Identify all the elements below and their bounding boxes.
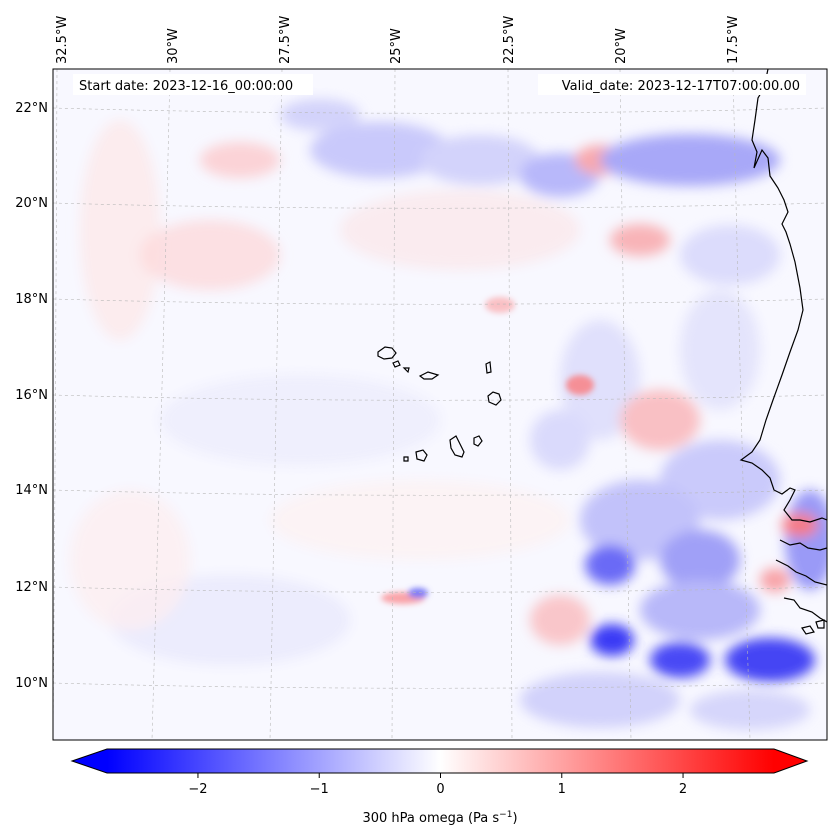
omega-field bbox=[53, 69, 827, 740]
island-bijagos bbox=[801, 625, 815, 635]
latitude-labels: 22°N 20°N 18°N 16°N 14°N 12°N 10°N bbox=[15, 101, 48, 691]
start-date-label: Start date: 2023-12-16_00:00:00 bbox=[79, 79, 293, 94]
lat-label: 20°N bbox=[15, 196, 48, 211]
lon-label: 22.5°W bbox=[502, 16, 517, 64]
island-maio bbox=[473, 435, 483, 447]
annotation-banner: Start date: 2023-12-16_00:00:00 Valid_da… bbox=[73, 74, 806, 95]
island-brava bbox=[403, 456, 409, 462]
gridlines bbox=[53, 69, 827, 740]
island-santa-luzia bbox=[402, 367, 410, 374]
colorbar-body bbox=[107, 749, 774, 773]
island-santiago bbox=[449, 435, 465, 458]
colorbar-max-extend bbox=[774, 749, 807, 773]
lat-label: 22°N bbox=[15, 101, 48, 116]
island-sao-nicolau bbox=[418, 371, 440, 380]
colorbar-label: 300 hPa omega (Pa s−1) bbox=[362, 810, 517, 826]
island-bijagos-2 bbox=[815, 619, 825, 629]
lon-label: 27.5°W bbox=[278, 16, 293, 64]
lat-label: 12°N bbox=[15, 580, 48, 595]
colorbar-tick-label: 2 bbox=[679, 782, 687, 797]
colorbar-label-exponent: −1 bbox=[499, 810, 512, 820]
lat-label: 16°N bbox=[15, 388, 48, 403]
colorbar-tick-label: 1 bbox=[558, 782, 566, 797]
lon-label: 30°W bbox=[166, 28, 181, 64]
colorbar-tick-label: 0 bbox=[436, 782, 444, 797]
island-sal bbox=[485, 361, 492, 374]
colorbar-ticks: −2 −1 0 1 2 bbox=[188, 773, 687, 797]
map-frame bbox=[52, 68, 828, 741]
coastline bbox=[739, 69, 827, 623]
valid-date-label: Valid_date: 2023-12-17T07:00:00.00 bbox=[562, 79, 800, 94]
colorbar-outline bbox=[70, 748, 809, 774]
colorbar-label-text: 300 hPa omega (Pa s bbox=[362, 811, 499, 826]
island-santo-antao bbox=[377, 346, 397, 360]
island-sao-vicente bbox=[392, 360, 401, 368]
lon-label: 20°W bbox=[614, 28, 629, 64]
colorbar: −2 −1 0 1 2 300 hPa omega (Pa s−1) bbox=[70, 748, 809, 826]
lat-label: 14°N bbox=[15, 483, 48, 498]
lon-label: 17.5°W bbox=[726, 16, 741, 64]
island-fogo bbox=[415, 449, 428, 462]
colorbar-tick-label: −2 bbox=[188, 782, 207, 797]
lon-label: 25°W bbox=[389, 28, 404, 64]
colorbar-tick-label: −1 bbox=[310, 782, 329, 797]
longitude-labels: 32.5°W 30°W 27.5°W 25°W 22.5°W 20°W 17.5… bbox=[55, 16, 741, 64]
island-boa-vista bbox=[487, 391, 502, 406]
lat-label: 10°N bbox=[15, 676, 48, 691]
colorbar-label-suffix: ) bbox=[512, 811, 517, 826]
cape-verde-islands bbox=[377, 346, 825, 635]
colorbar-min-extend bbox=[72, 749, 107, 773]
lon-label: 32.5°W bbox=[55, 16, 70, 64]
lat-label: 18°N bbox=[15, 292, 48, 307]
